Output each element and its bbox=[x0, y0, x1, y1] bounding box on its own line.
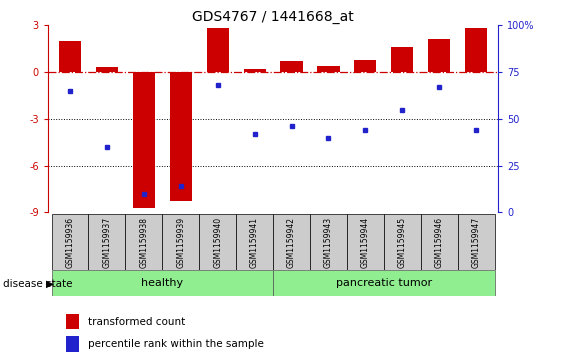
Bar bbox=[66, 337, 79, 352]
Text: transformed count: transformed count bbox=[88, 317, 186, 327]
Bar bbox=[310, 214, 347, 270]
Bar bbox=[244, 69, 266, 72]
Bar bbox=[318, 66, 339, 72]
Bar bbox=[207, 28, 229, 72]
Text: GSM1159940: GSM1159940 bbox=[213, 217, 222, 268]
Text: GSM1159944: GSM1159944 bbox=[361, 217, 370, 268]
Text: GSM1159936: GSM1159936 bbox=[65, 217, 74, 268]
Bar bbox=[236, 214, 273, 270]
Bar bbox=[280, 61, 302, 72]
Text: GSM1159942: GSM1159942 bbox=[287, 217, 296, 268]
Bar bbox=[428, 40, 450, 72]
Bar bbox=[59, 41, 81, 72]
Bar bbox=[354, 60, 377, 72]
Text: GSM1159938: GSM1159938 bbox=[139, 217, 148, 268]
Bar bbox=[273, 270, 494, 296]
Bar bbox=[169, 72, 192, 201]
Bar bbox=[421, 214, 458, 270]
Text: percentile rank within the sample: percentile rank within the sample bbox=[88, 339, 264, 350]
Text: GSM1159939: GSM1159939 bbox=[176, 217, 185, 268]
Text: GSM1159943: GSM1159943 bbox=[324, 217, 333, 268]
Bar bbox=[52, 214, 88, 270]
Text: ▶: ▶ bbox=[46, 279, 54, 289]
Text: GSM1159945: GSM1159945 bbox=[398, 217, 407, 268]
Bar bbox=[133, 72, 155, 208]
Title: GDS4767 / 1441668_at: GDS4767 / 1441668_at bbox=[192, 11, 354, 24]
Text: GSM1159937: GSM1159937 bbox=[102, 217, 111, 268]
Bar bbox=[391, 47, 413, 72]
Text: GSM1159946: GSM1159946 bbox=[435, 217, 444, 268]
Bar bbox=[199, 214, 236, 270]
Bar bbox=[384, 214, 421, 270]
Bar bbox=[458, 214, 494, 270]
Bar bbox=[126, 214, 162, 270]
Text: GSM1159941: GSM1159941 bbox=[250, 217, 259, 268]
Bar bbox=[52, 270, 273, 296]
Bar bbox=[347, 214, 384, 270]
Bar bbox=[162, 214, 199, 270]
Text: healthy: healthy bbox=[141, 278, 184, 288]
Bar bbox=[502, 60, 524, 72]
Bar bbox=[66, 314, 79, 329]
Text: GSM1159947: GSM1159947 bbox=[472, 217, 481, 268]
Bar bbox=[96, 68, 118, 72]
Bar bbox=[465, 28, 487, 72]
Text: pancreatic tumor: pancreatic tumor bbox=[336, 278, 432, 288]
Bar bbox=[88, 214, 126, 270]
Text: disease state: disease state bbox=[3, 279, 72, 289]
Bar bbox=[273, 214, 310, 270]
